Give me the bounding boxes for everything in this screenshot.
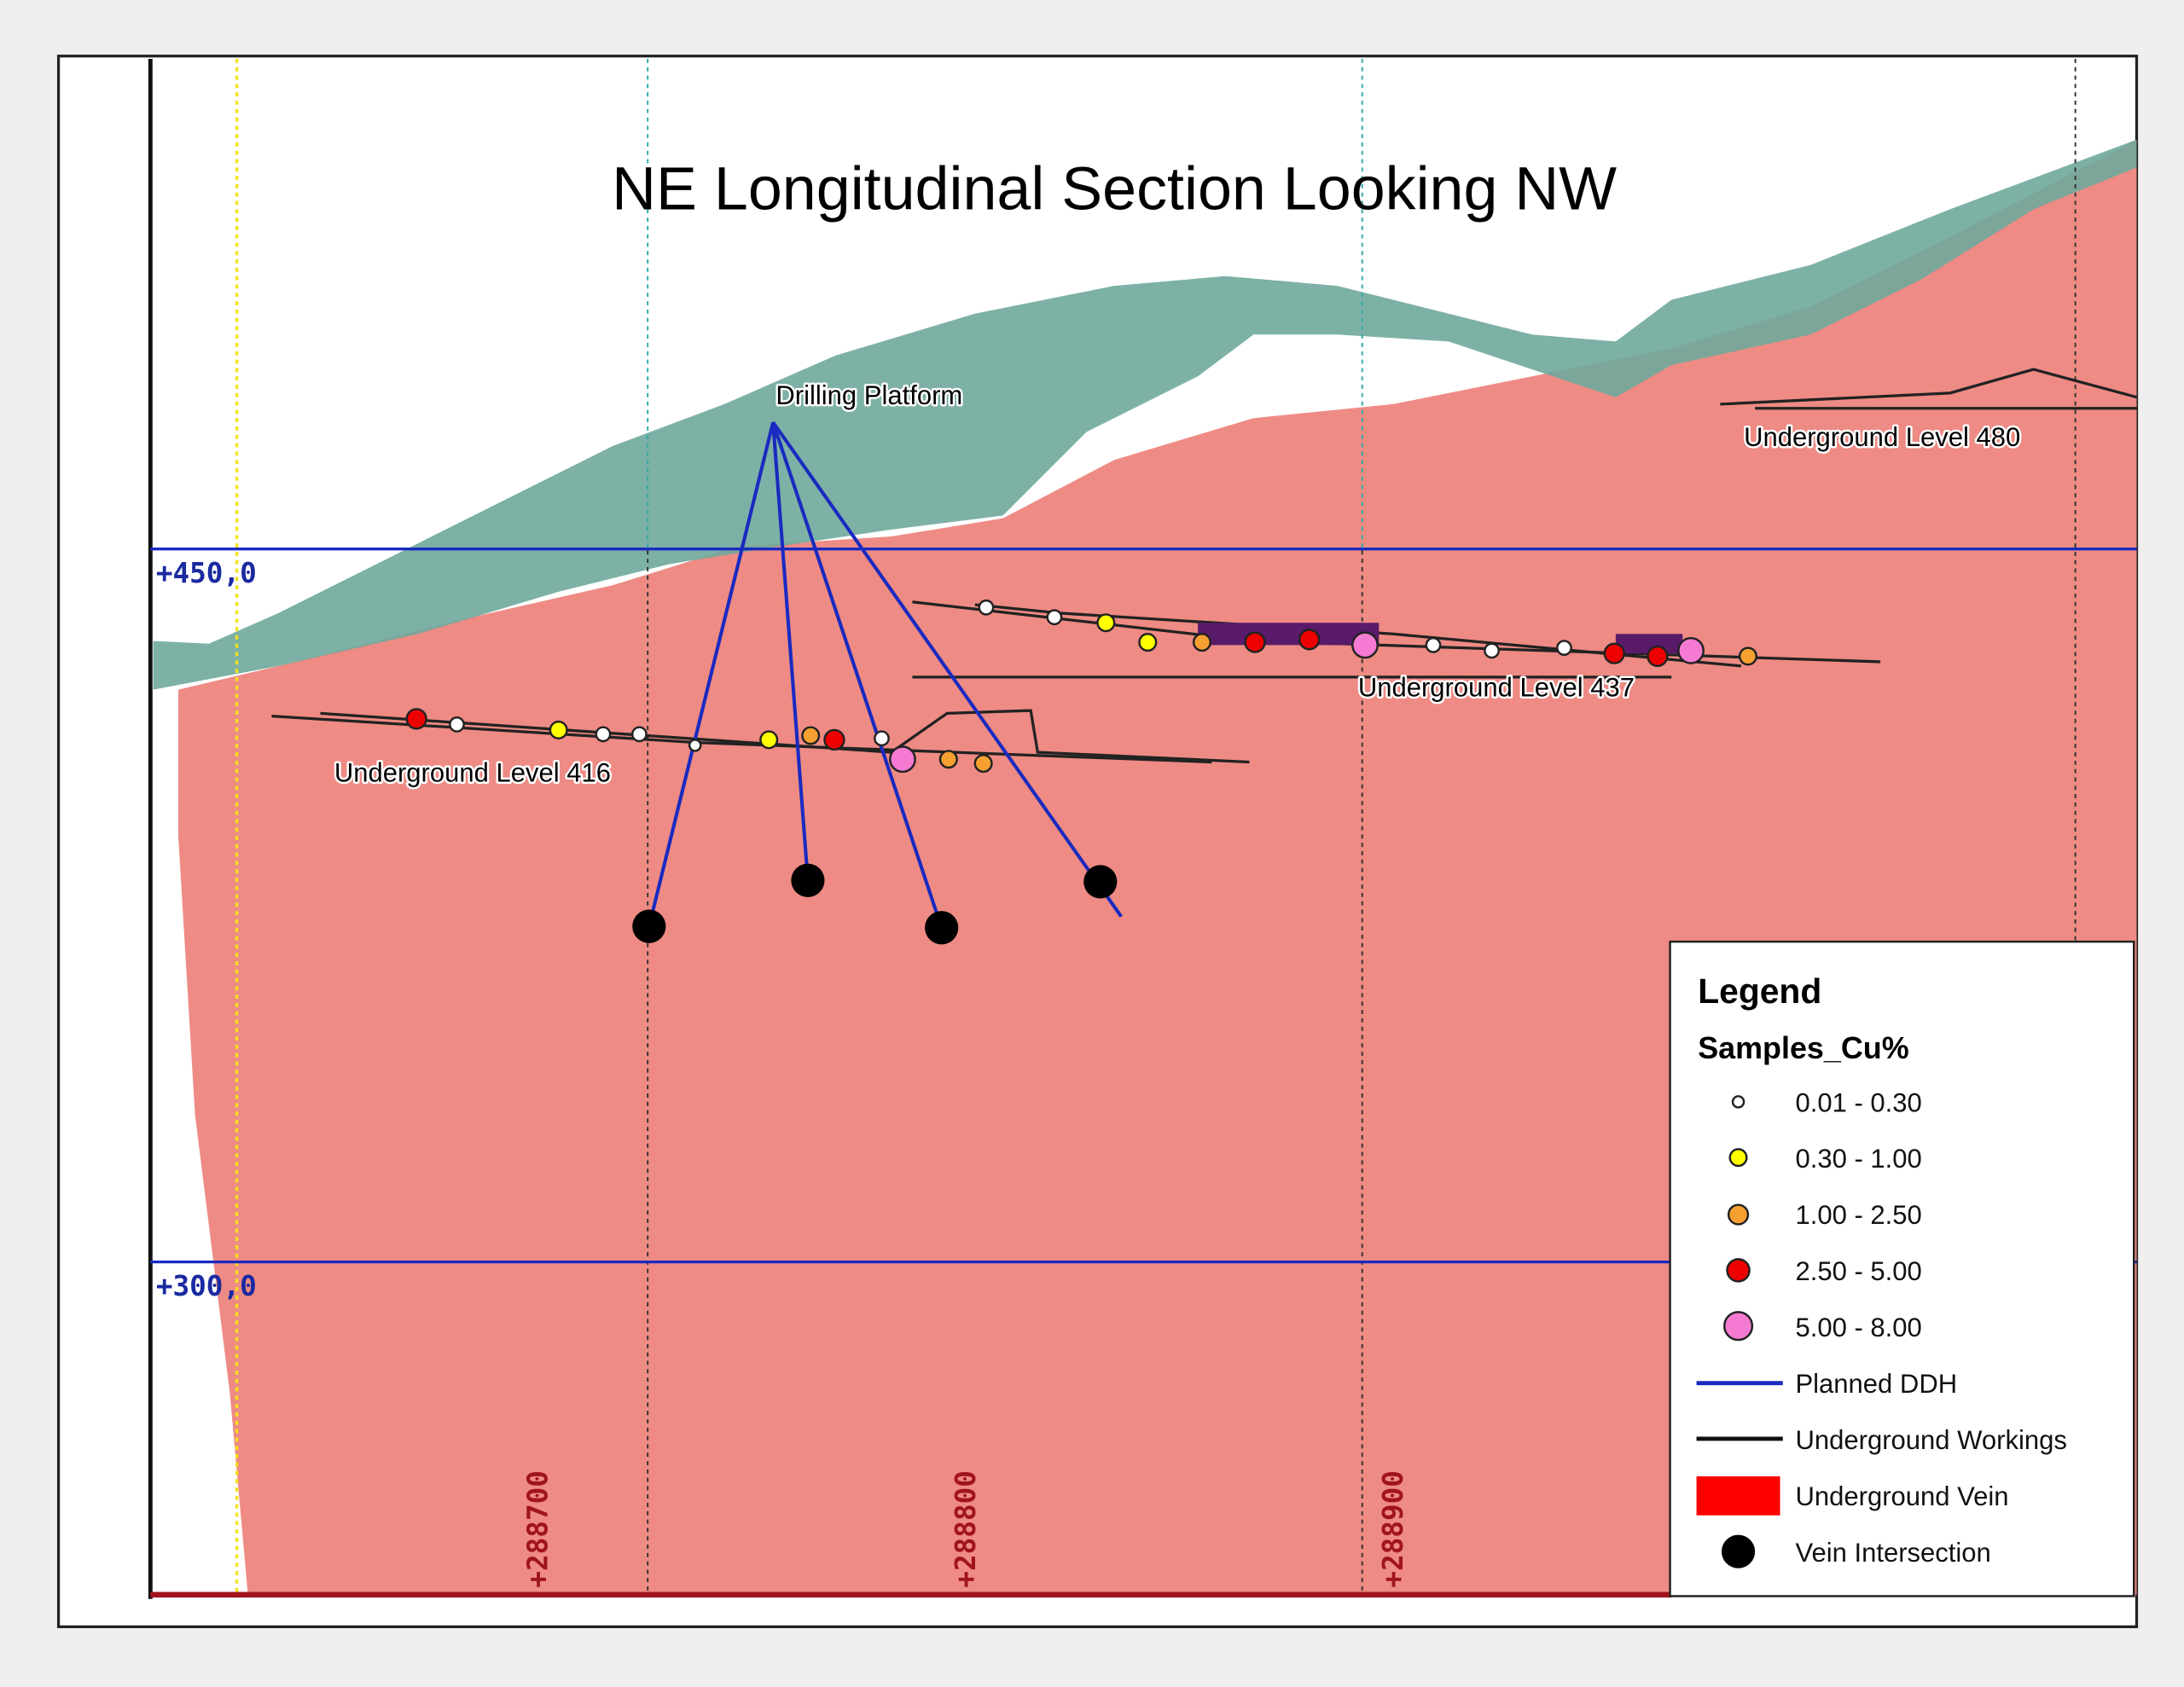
legend-symbol [1727, 1203, 1750, 1226]
sample [978, 599, 995, 616]
sample [405, 708, 427, 730]
legend-label: Underground Workings [1795, 1425, 2066, 1455]
vein-intersection [925, 911, 959, 945]
legend-label: Vein Intersection [1795, 1538, 1990, 1568]
easting-label: +288700 [522, 1470, 555, 1588]
sample [1647, 645, 1669, 668]
sample [595, 726, 612, 743]
legend-symbol [1721, 1534, 1756, 1568]
sample [549, 720, 568, 739]
drill-holes [647, 420, 1123, 929]
vein-intersection [791, 863, 825, 897]
sample [889, 745, 916, 774]
sample [1738, 646, 1758, 666]
legend-symbol [1696, 1476, 1780, 1516]
sample [1138, 633, 1158, 652]
legend-title: Legend [1698, 971, 1821, 1011]
vein [1615, 634, 1683, 654]
sample [1351, 631, 1379, 659]
sample [1603, 642, 1625, 664]
legend-symbol [1726, 1258, 1751, 1283]
sample [1298, 629, 1321, 651]
rock-body [177, 139, 2137, 1595]
title: NE Longitudinal Section Looking NW [612, 154, 1617, 223]
legend: Legend Samples_Cu% 0.01 - 0.30 0.30 - 1.0… [1669, 940, 2135, 1597]
sample [938, 750, 958, 769]
sample [1556, 640, 1572, 657]
sample [1484, 642, 1500, 659]
sample [973, 754, 993, 774]
sample [1425, 636, 1442, 653]
intersections [632, 863, 1118, 945]
samples [405, 599, 1758, 774]
ddh [771, 421, 810, 881]
ddh [771, 420, 1123, 918]
ddh [771, 421, 944, 929]
sample [688, 739, 702, 752]
legend-symbol [1728, 1148, 1748, 1168]
elevation-label: +450,0 [156, 557, 257, 589]
sample [874, 730, 890, 747]
sample [1192, 633, 1211, 652]
vein [1198, 623, 1380, 646]
easting-label: +288900 [1377, 1470, 1409, 1588]
ddh [647, 421, 775, 927]
label: Underground Level 480 [1744, 422, 2020, 452]
legend-symbol [1731, 1095, 1745, 1109]
legend-label: 5.00 - 8.00 [1795, 1313, 1921, 1342]
sample [801, 726, 821, 745]
sample [631, 726, 648, 743]
legend-subtitle: Samples_Cu% [1698, 1030, 1908, 1065]
surface-layer [153, 139, 2137, 690]
legend-label: 0.01 - 0.30 [1795, 1087, 1921, 1117]
label: Underground Level 437 [1358, 673, 1635, 703]
elevation-label: +300,0 [156, 1270, 257, 1302]
sample [1244, 631, 1266, 653]
sample [759, 730, 779, 750]
legend-symbol [1723, 1311, 1754, 1342]
vein-intersection [1083, 865, 1118, 899]
sample [1096, 613, 1116, 633]
grid [235, 59, 2077, 1595]
sample [823, 728, 845, 751]
sample [449, 716, 465, 733]
legend-label: Planned DDH [1795, 1369, 1957, 1399]
legend-label: 1.00 - 2.50 [1795, 1200, 1921, 1230]
working [1720, 368, 2137, 406]
label: Drilling Platform [775, 380, 962, 410]
vein-intersection [632, 909, 666, 943]
legend-label: 0.30 - 1.00 [1795, 1144, 1921, 1174]
sample [1046, 609, 1063, 626]
legend-label: 2.50 - 5.00 [1795, 1256, 1921, 1286]
easting-label: +288800 [950, 1470, 982, 1588]
label: Underground Level 416 [334, 757, 611, 787]
legend-label: Underground Vein [1795, 1481, 2008, 1511]
sample [1677, 636, 1705, 664]
